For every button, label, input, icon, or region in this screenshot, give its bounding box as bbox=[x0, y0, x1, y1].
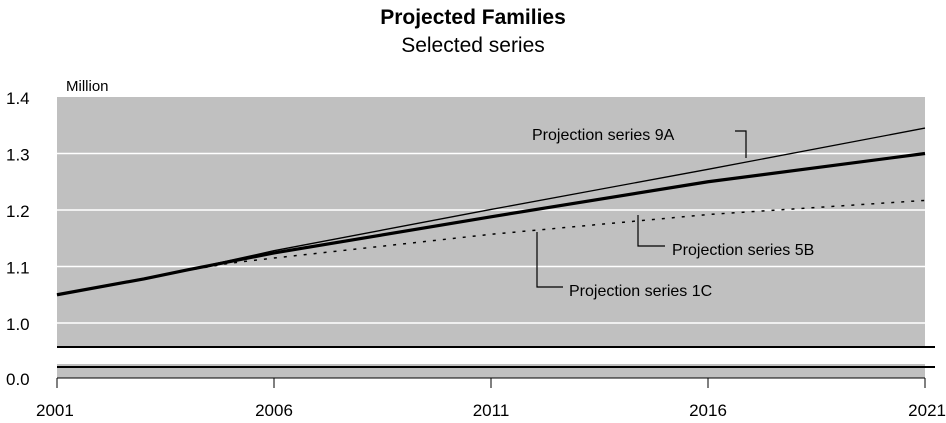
series-line-5b bbox=[56, 151, 926, 297]
series-annotation-label: Projection series 1C bbox=[569, 283, 712, 300]
plot-area-main bbox=[57, 97, 925, 347]
y-tick-label: 1.1 bbox=[6, 259, 30, 278]
y-tick-label: 0.0 bbox=[6, 370, 30, 389]
x-tick-label: 2006 bbox=[255, 401, 293, 420]
chart-subtitle: Selected series bbox=[401, 34, 545, 57]
y-tick-label: 1.2 bbox=[6, 202, 30, 221]
annotation-leader-line bbox=[735, 130, 747, 158]
annotation-leader-line bbox=[637, 215, 665, 247]
y-tick-label: 1.0 bbox=[6, 315, 30, 334]
series-line-1c bbox=[56, 199, 926, 296]
series-annotation-label: Projection series 9A bbox=[532, 127, 675, 144]
x-tick-label: 2011 bbox=[473, 401, 510, 420]
x-tick-label: 2016 bbox=[689, 401, 727, 420]
series-annotation-label: Projection series 5B bbox=[672, 242, 814, 259]
y-tick-label: 1.3 bbox=[6, 146, 30, 165]
annotation-leader-line bbox=[536, 232, 563, 288]
chart-title: Projected Families bbox=[380, 6, 566, 29]
y-axis-label: Million bbox=[66, 78, 109, 95]
x-tick-label: 2001 bbox=[36, 401, 74, 420]
x-tick-label: 2021 bbox=[908, 401, 946, 420]
y-tick-label: 1.4 bbox=[6, 89, 30, 108]
